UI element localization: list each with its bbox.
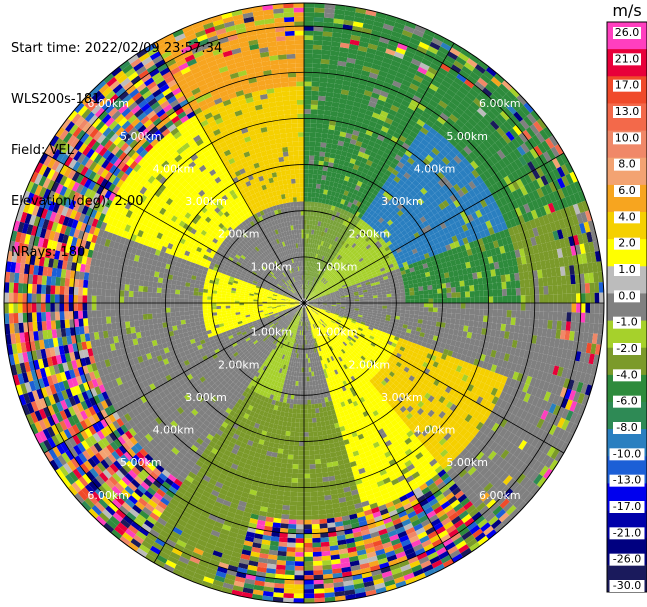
range-ring-label: 1.00km xyxy=(316,326,358,339)
range-ring-label: 5.00km xyxy=(446,130,488,143)
range-ring xyxy=(211,210,397,396)
colorbar-tick-label: 10.0 xyxy=(615,131,640,144)
colorbar-tick-label: 0.0 xyxy=(618,289,636,302)
azimuth-spoke xyxy=(303,302,455,564)
colorbar-tick-bg xyxy=(609,553,645,566)
range-ring-label: 2.00km xyxy=(218,228,260,241)
colorbar-tick-bg xyxy=(614,237,640,250)
range-ring-label: 1.00km xyxy=(251,326,293,339)
colorbar-tick-label: 26.0 xyxy=(615,26,640,39)
colorbar-tick-bg xyxy=(613,106,641,118)
range-ring-label: 5.00km xyxy=(446,456,488,469)
azimuth-spoke xyxy=(303,152,565,304)
colorbar-tick-label: -30.0 xyxy=(613,579,641,592)
range-ring xyxy=(26,25,582,581)
colorbar-tick-label: -8.0 xyxy=(616,421,637,434)
colorbar-tick-label: -1.0 xyxy=(616,316,637,329)
colorbar-tick-bg xyxy=(614,185,640,197)
colorbar-tick-label: -4.0 xyxy=(616,368,637,381)
range-ring-label: 3.00km xyxy=(185,391,227,404)
colorbar-tick-bg xyxy=(609,474,645,487)
outer-ring xyxy=(3,2,605,604)
range-ring-label: 4.00km xyxy=(153,424,195,437)
colorbar-tick-bg xyxy=(613,79,641,92)
colorbar-tick-label: 6.0 xyxy=(618,184,636,197)
colorbar-tick-bg xyxy=(609,501,645,513)
colorbar-tick-label: -26.0 xyxy=(613,553,641,566)
range-ring xyxy=(72,71,536,535)
azimuth-spoke xyxy=(153,302,305,564)
colorbar-tick-label: -10.0 xyxy=(613,447,641,460)
range-ring-label: 3.00km xyxy=(381,195,423,208)
range-ring xyxy=(257,256,351,350)
colorbar-tick-label: 17.0 xyxy=(615,79,640,92)
range-ring-label: 2.00km xyxy=(218,358,260,371)
range-ring-label: 2.00km xyxy=(348,228,390,241)
colorbar-tick-label: 8.0 xyxy=(618,158,636,171)
range-ring-label: 4.00km xyxy=(414,424,456,437)
colorbar-tick-label: -2.0 xyxy=(616,342,637,355)
range-ring-label: 6.00km xyxy=(479,97,521,110)
range-ring-label: 5.00km xyxy=(120,130,162,143)
azimuth-spoke xyxy=(43,152,305,304)
azimuth-spoke xyxy=(303,302,565,454)
range-ring-label: 4.00km xyxy=(414,162,456,175)
range-ring-label: 6.00km xyxy=(87,97,129,110)
azimuth-spoke xyxy=(43,302,305,454)
colorbar-tick-bg xyxy=(613,422,641,434)
colorbar-unit: m/s xyxy=(612,1,641,20)
colorbar-tick-bg xyxy=(613,316,641,329)
colorbar-tick-bg xyxy=(613,132,641,145)
colorbar-tick-label: -17.0 xyxy=(613,500,641,513)
colorbar-tick-bg xyxy=(614,158,640,171)
colorbar-tick-bg xyxy=(613,395,641,408)
azimuth-spoke xyxy=(153,42,305,304)
range-ring-label: 1.00km xyxy=(251,260,293,273)
colorbar-tick-bg xyxy=(614,211,640,224)
colorbar-tick-label: 13.0 xyxy=(615,105,640,118)
colorbar-tick-bg xyxy=(614,290,640,303)
colorbar-tick-bg xyxy=(613,369,641,382)
colorbar-tick-bg xyxy=(609,527,645,540)
range-ring-label: 3.00km xyxy=(381,391,423,404)
range-ring-label: 2.00km xyxy=(348,358,390,371)
colorbar-tick-label: -13.0 xyxy=(613,474,641,487)
colorbar-tick-bg xyxy=(613,27,641,39)
colorbar-tick-label: 21.0 xyxy=(615,52,640,65)
range-ring xyxy=(118,117,490,489)
colorbar-tick-label: 4.0 xyxy=(618,210,636,223)
range-ring-label: 5.00km xyxy=(120,456,162,469)
azimuth-spoke xyxy=(303,42,455,304)
range-ring-label: 6.00km xyxy=(479,489,521,502)
velocity-field xyxy=(4,3,604,603)
range-ring-label: 1.00km xyxy=(316,260,358,273)
colorbar-tick-bg xyxy=(609,580,645,592)
colorbar-tick-bg xyxy=(614,264,640,276)
range-ring-label: 3.00km xyxy=(185,195,227,208)
colorbar-tick-label: 1.0 xyxy=(618,263,636,276)
range-ring xyxy=(165,164,443,442)
colorbar-tick-label: 2.0 xyxy=(618,237,636,250)
colorbar-tick-bg xyxy=(613,343,641,355)
colorbar-tick-label: -6.0 xyxy=(616,395,637,408)
range-ring-label: 4.00km xyxy=(153,162,195,175)
colorbar-tick-bg xyxy=(613,53,641,66)
range-ring-label: 6.00km xyxy=(87,489,129,502)
colorbar-tick-bg xyxy=(609,448,645,461)
colorbar-tick-label: -21.0 xyxy=(613,526,641,539)
